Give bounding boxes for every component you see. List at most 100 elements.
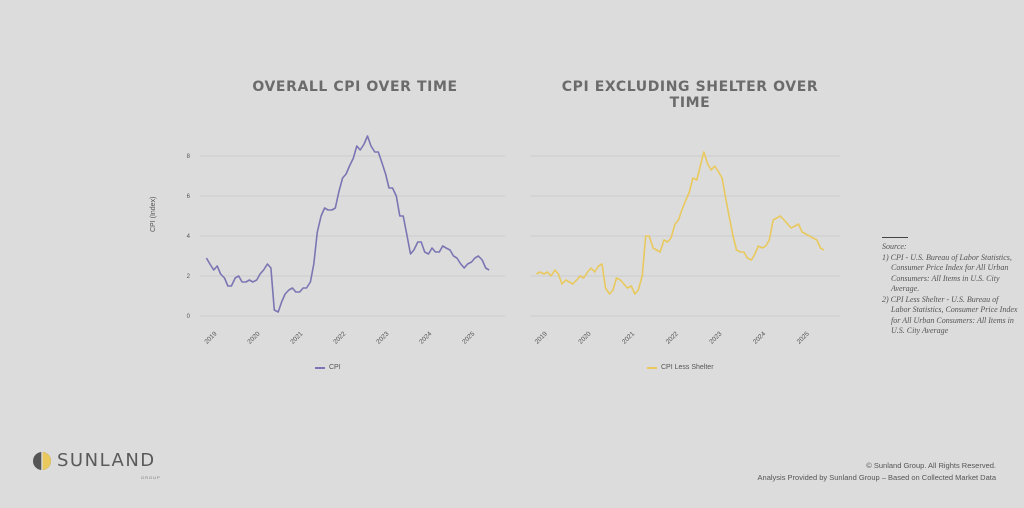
data-point [707, 163, 709, 165]
chart-title-overall-cpi: OVERALL CPI OVER TIME [252, 79, 458, 95]
brand-subtitle: GROUP [141, 475, 161, 480]
series-line-cpi-less-shelter [536, 151, 825, 295]
footer-copyright: © Sunland Group. All Rights Reserved. [866, 461, 996, 470]
data-point [732, 235, 734, 237]
data-point [710, 169, 712, 171]
source-heading: Source: [882, 242, 907, 251]
data-point [779, 215, 781, 217]
data-point [685, 199, 687, 201]
x-tick-label: 2024 [752, 330, 767, 345]
data-point [809, 235, 811, 237]
data-point [590, 267, 592, 269]
data-point [761, 247, 763, 249]
data-point [623, 283, 625, 285]
legend-label-cpi: CPI [329, 364, 341, 371]
data-point [536, 273, 538, 275]
data-point [670, 237, 672, 239]
data-point [637, 289, 639, 291]
data-point [681, 209, 683, 211]
data-point [587, 271, 589, 273]
data-point [543, 273, 545, 275]
footer: © Sunland Group. All Rights Reserved. An… [758, 460, 996, 484]
data-point [565, 279, 567, 281]
data-point [801, 231, 803, 233]
data-point [594, 271, 596, 273]
source-divider [882, 237, 908, 238]
source-item-cpi: 1) CPI - U.S. Bureau of Labor Statistics… [882, 252, 1012, 294]
data-point [820, 247, 822, 249]
data-point [754, 253, 756, 255]
x-tick-label: 2022 [665, 330, 680, 345]
source-list: 1) CPI - U.S. Bureau of Labor Statistics… [882, 253, 1018, 337]
x-tick-label: 2019 [534, 330, 549, 345]
data-point [547, 271, 549, 273]
y-tick-label: 6 [187, 194, 191, 200]
brand-name: SUNLAND [57, 450, 156, 471]
data-point [641, 275, 643, 277]
data-point [740, 251, 742, 253]
data-point [616, 277, 618, 279]
data-point [605, 287, 607, 289]
data-point [572, 283, 574, 285]
data-point [699, 165, 701, 167]
data-point [627, 287, 629, 289]
data-point [736, 249, 738, 251]
data-point [656, 249, 658, 251]
source-item-cpi-less-shelter: 2) CPI Less Shelter - U.S. Bureau of Lab… [882, 294, 1018, 336]
data-point [798, 223, 800, 225]
data-point [663, 239, 665, 241]
data-point [630, 285, 632, 287]
data-point [554, 269, 556, 271]
data-point [823, 249, 825, 251]
data-point [539, 271, 541, 273]
data-point [576, 279, 578, 281]
data-point [634, 293, 636, 295]
y-tick-label: 0 [187, 314, 191, 320]
legend-swatch-cpi-less-shelter [647, 366, 657, 369]
data-point [725, 197, 727, 199]
data-point [794, 225, 796, 227]
data-point [609, 293, 611, 295]
sunland-logo-icon [33, 451, 51, 470]
data-point [703, 151, 705, 153]
data-point [620, 279, 622, 281]
data-point [765, 245, 767, 247]
source-note: Source: 1) CPI - U.S. Bureau of Labor St… [882, 237, 1018, 337]
data-point [561, 283, 563, 285]
data-point [645, 235, 647, 237]
y-tick-label: 2 [187, 274, 191, 280]
data-point [812, 237, 814, 239]
data-point [790, 227, 792, 229]
data-point [689, 191, 691, 193]
data-point [601, 263, 603, 265]
data-point [729, 217, 731, 219]
data-point [598, 265, 600, 267]
data-point [783, 219, 785, 221]
data-point [743, 251, 745, 253]
data-point [612, 289, 614, 291]
sunland-logo: SUNLAND [32, 450, 156, 471]
series-line-cpi [205, 135, 490, 313]
footer-analysis: Analysis Provided by Sunland Group – Bas… [757, 473, 996, 482]
data-point [714, 165, 716, 167]
data-point [550, 275, 552, 277]
data-point [674, 223, 676, 225]
x-tick-label: 2021 [621, 330, 636, 345]
data-point [751, 259, 753, 261]
data-point [721, 177, 723, 179]
data-point [558, 273, 560, 275]
x-tick-label: 2023 [708, 330, 723, 345]
data-point [692, 177, 694, 179]
legend-cpi-less-shelter: CPI Less Shelter [647, 364, 714, 371]
data-point [568, 281, 570, 283]
data-point [583, 277, 585, 279]
y-tick-label: 4 [187, 234, 191, 240]
data-point [772, 219, 774, 221]
data-point [648, 235, 650, 237]
data-point [805, 233, 807, 235]
data-point [652, 247, 654, 249]
x-tick-label: 2020 [577, 330, 592, 345]
chart-title-cpi-excluding-shelter: CPI EXCLUDING SHELTER OVER TIME [561, 79, 819, 111]
y-tick-label: 8 [187, 154, 191, 160]
